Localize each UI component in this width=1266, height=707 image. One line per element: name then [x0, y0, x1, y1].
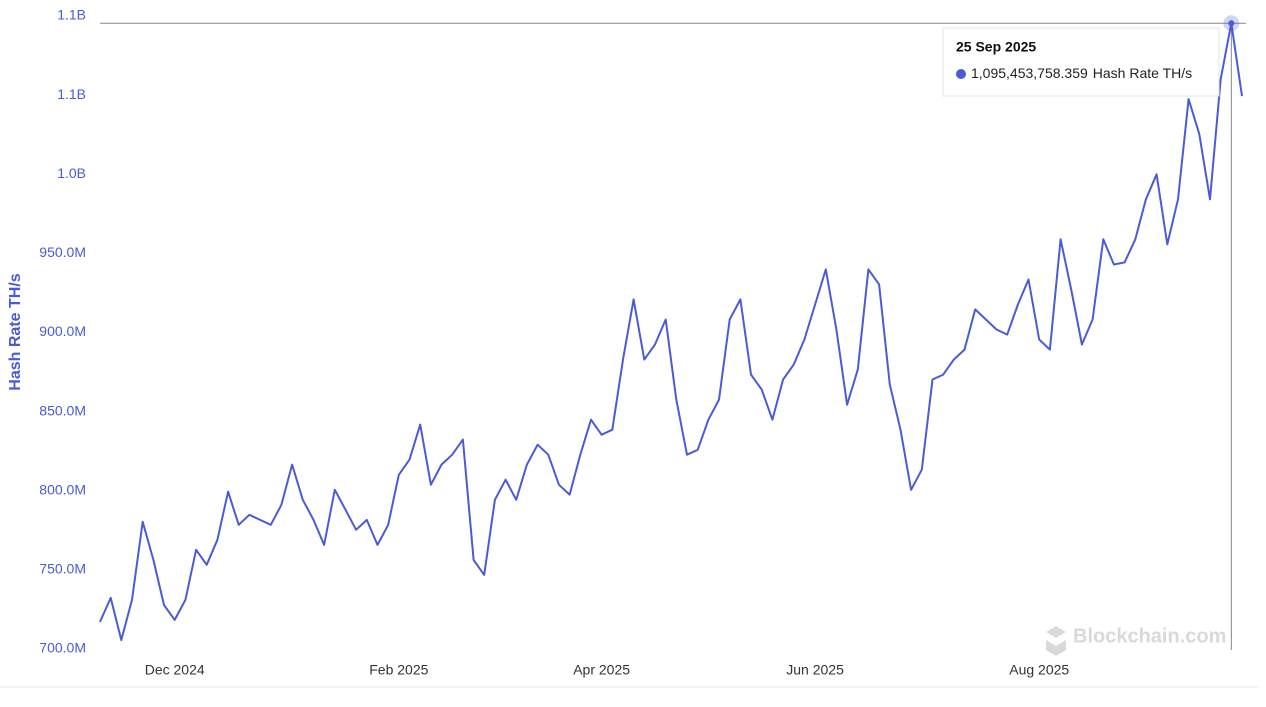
hover-point	[1228, 20, 1235, 27]
x-tick-label: Aug 2025	[1009, 662, 1069, 678]
x-tick-label: Jun 2025	[786, 662, 844, 678]
y-tick-label: 800.0M	[39, 481, 86, 497]
y-tick-label: 1.1B	[57, 86, 86, 102]
x-tick-label: Apr 2025	[573, 662, 630, 678]
tooltip-value: 1,095,453,758.359 Hash Rate TH/s	[971, 65, 1192, 81]
y-tick-label: 950.0M	[39, 244, 86, 260]
tooltip-series-name: Hash Rate TH/s	[1093, 65, 1192, 81]
y-tick-label: 1.1B	[57, 7, 86, 23]
x-tick-label: Dec 2024	[145, 662, 205, 678]
y-tick-label: 750.0M	[39, 561, 86, 577]
tooltip-box	[942, 27, 1220, 97]
x-tick-label: Feb 2025	[369, 662, 428, 678]
tooltip-value-label: 1,095,453,758.359	[971, 65, 1088, 81]
tooltip: 25 Sep 2025 1,095,453,758.359 Hash Rate TH…	[942, 27, 1220, 97]
y-tick-label: 1.0B	[57, 165, 86, 181]
watermark: Blockchain.com	[1073, 625, 1226, 647]
tooltip-marker	[956, 69, 966, 79]
y-tick-label: 700.0M	[39, 640, 86, 656]
watermark-logo	[1046, 626, 1066, 656]
y-tick-label: 850.0M	[39, 402, 86, 418]
line	[99, 22, 1243, 641]
y-tick-label: 900.0M	[39, 323, 86, 339]
y-axis-label: Hash Rate TH/s	[7, 273, 24, 390]
tooltip-title: 25 Sep 2025	[956, 39, 1036, 55]
